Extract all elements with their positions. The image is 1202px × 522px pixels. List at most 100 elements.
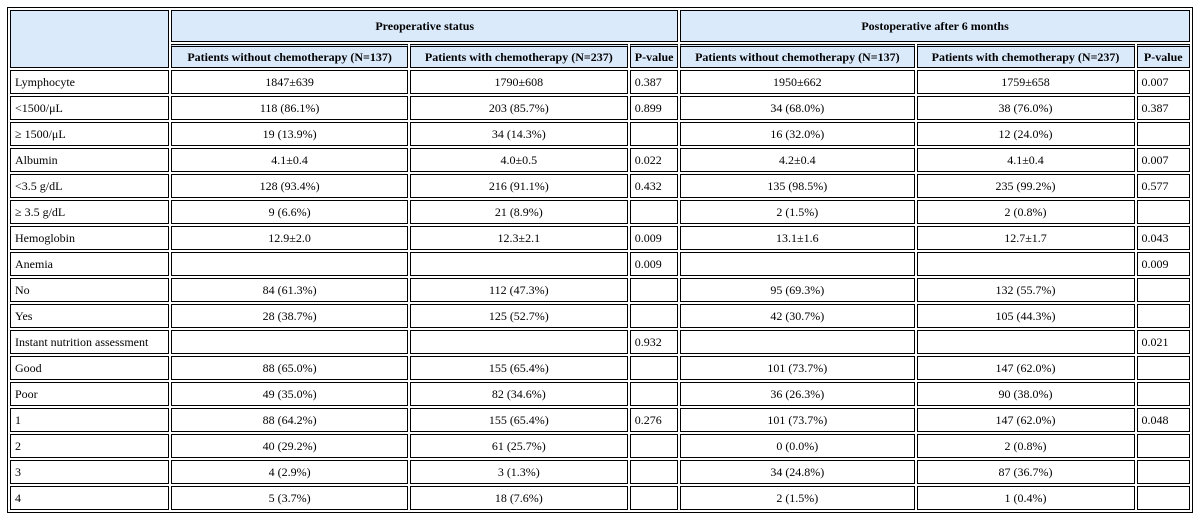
row-label: Yes [10,304,170,328]
table-cell: 4.0±0.5 [409,148,628,172]
p-value-cell [629,434,679,458]
table-cell: 132 (55.7%) [916,278,1135,302]
table-cell: 87 (36.7%) [916,460,1135,484]
table-cell: 2 (0.8%) [916,434,1135,458]
table-cell: 0 (0.0%) [680,434,915,458]
p-value-cell [1136,382,1190,406]
p-value-cell: 0.009 [629,226,679,250]
table-cell: 112 (47.3%) [409,278,628,302]
table-cell: 147 (62.0%) [916,356,1135,380]
data-table: Preoperative status Postoperative after … [7,7,1193,513]
p-value-cell [1136,200,1190,224]
p-value-cell: 0.043 [1136,226,1190,250]
header-corner-cell [10,10,170,68]
row-label: 4 [10,486,170,510]
p-value-cell: 0.276 [629,408,679,432]
column-header: P-value [629,44,679,68]
table-cell: 2 (1.5%) [680,200,915,224]
table-cell: 40 (29.2%) [171,434,408,458]
p-value-cell [629,382,679,406]
table-cell: 13.1±1.6 [680,226,915,250]
p-value-cell [1136,486,1190,510]
table-cell: 12 (24.0%) [916,122,1135,146]
table-cell: 203 (85.7%) [409,96,628,120]
table-cell: 36 (26.3%) [680,382,915,406]
table-row: Instant nutrition assessment 0.932 0.021 [10,330,1190,354]
column-header: Patients without chemotherapy (N=137) [680,44,915,68]
table-cell: 2 (0.8%) [916,200,1135,224]
table-row: ≥ 1500/μL 19 (13.9%) 34 (14.3%) 16 (32.0%) 1… [10,122,1190,146]
row-label: Hemoglobin [10,226,170,250]
p-value-cell: 0.021 [1136,330,1190,354]
table-cell: 235 (99.2%) [916,174,1135,198]
table-cell: 16 (32.0%) [680,122,915,146]
table-row: <3.5 g/dL 128 (93.4%) 216 (91.1%) 0.432 135 … [10,174,1190,198]
table-row: 2 40 (29.2%) 61 (25.7%) 0 (0.0%) 2 (0.8%) [10,434,1190,458]
table-cell: 19 (13.9%) [171,122,408,146]
p-value-cell: 0.007 [1136,70,1190,94]
table-cell: 155 (65.4%) [409,356,628,380]
table-cell: 12.3±2.1 [409,226,628,250]
column-header: Patients without chemotherapy (N=137) [171,44,408,68]
p-value-cell [1136,460,1190,484]
table-cell: 42 (30.7%) [680,304,915,328]
p-value-cell [1136,304,1190,328]
table-cell: 49 (35.0%) [171,382,408,406]
table-cell: 1 (0.4%) [916,486,1135,510]
table-cell: 34 (68.0%) [680,96,915,120]
row-label: Good [10,356,170,380]
table-row: 1 88 (64.2%) 155 (65.4%) 0.276 101 (73.7%) 14… [10,408,1190,432]
table-cell: 4.2±0.4 [680,148,915,172]
table-cell: 105 (44.3%) [916,304,1135,328]
table-cell: 12.7±1.7 [916,226,1135,250]
p-value-cell: 0.009 [629,252,679,276]
table-cell: 28 (38.7%) [171,304,408,328]
table-cell: 2 (1.5%) [680,486,915,510]
p-value-cell [629,278,679,302]
table-cell: 147 (62.0%) [916,408,1135,432]
table-cell [680,330,915,354]
table-cell: 95 (69.3%) [680,278,915,302]
p-value-cell [629,304,679,328]
row-label: <1500/μL [10,96,170,120]
table-cell: 101 (73.7%) [680,408,915,432]
table-row: ≥ 3.5 g/dL 9 (6.6%) 21 (8.9%) 2 (1.5%) 2 (0.… [10,200,1190,224]
table-cell: 38 (76.0%) [916,96,1135,120]
table-row: Good 88 (65.0%) 155 (65.4%) 101 (73.7%) 147 … [10,356,1190,380]
table-cell: 118 (86.1%) [171,96,408,120]
p-value-cell [629,200,679,224]
table-cell: 34 (24.8%) [680,460,915,484]
table-cell: 82 (34.6%) [409,382,628,406]
table-row: Poor 49 (35.0%) 82 (34.6%) 36 (26.3%) 90 (38… [10,382,1190,406]
row-label: ≥ 1500/μL [10,122,170,146]
p-value-cell [1136,278,1190,302]
table-cell: 135 (98.5%) [680,174,915,198]
table-cell: 12.9±2.0 [171,226,408,250]
p-value-cell: 0.007 [1136,148,1190,172]
table-cell [171,330,408,354]
p-value-cell [629,122,679,146]
p-value-cell: 0.899 [629,96,679,120]
table-cell: 84 (61.3%) [171,278,408,302]
table-header: Preoperative status Postoperative after … [10,10,1190,68]
p-value-cell: 0.577 [1136,174,1190,198]
row-label: Anemia [10,252,170,276]
table-cell: 155 (65.4%) [409,408,628,432]
table-cell: 1950±662 [680,70,915,94]
row-label: 3 [10,460,170,484]
column-header: Patients with chemotherapy (N=237) [916,44,1135,68]
p-value-cell: 0.048 [1136,408,1190,432]
column-header: P-value [1136,44,1190,68]
table-row: No 84 (61.3%) 112 (47.3%) 95 (69.3%) 132 (55… [10,278,1190,302]
table-cell: 128 (93.4%) [171,174,408,198]
row-label: Poor [10,382,170,406]
table-cell [409,252,628,276]
p-value-cell: 0.009 [1136,252,1190,276]
p-value-cell [629,486,679,510]
table-cell: 3 (1.3%) [409,460,628,484]
p-value-cell [629,460,679,484]
table-cell: 90 (38.0%) [916,382,1135,406]
table-cell: 216 (91.1%) [409,174,628,198]
table-cell: 18 (7.6%) [409,486,628,510]
